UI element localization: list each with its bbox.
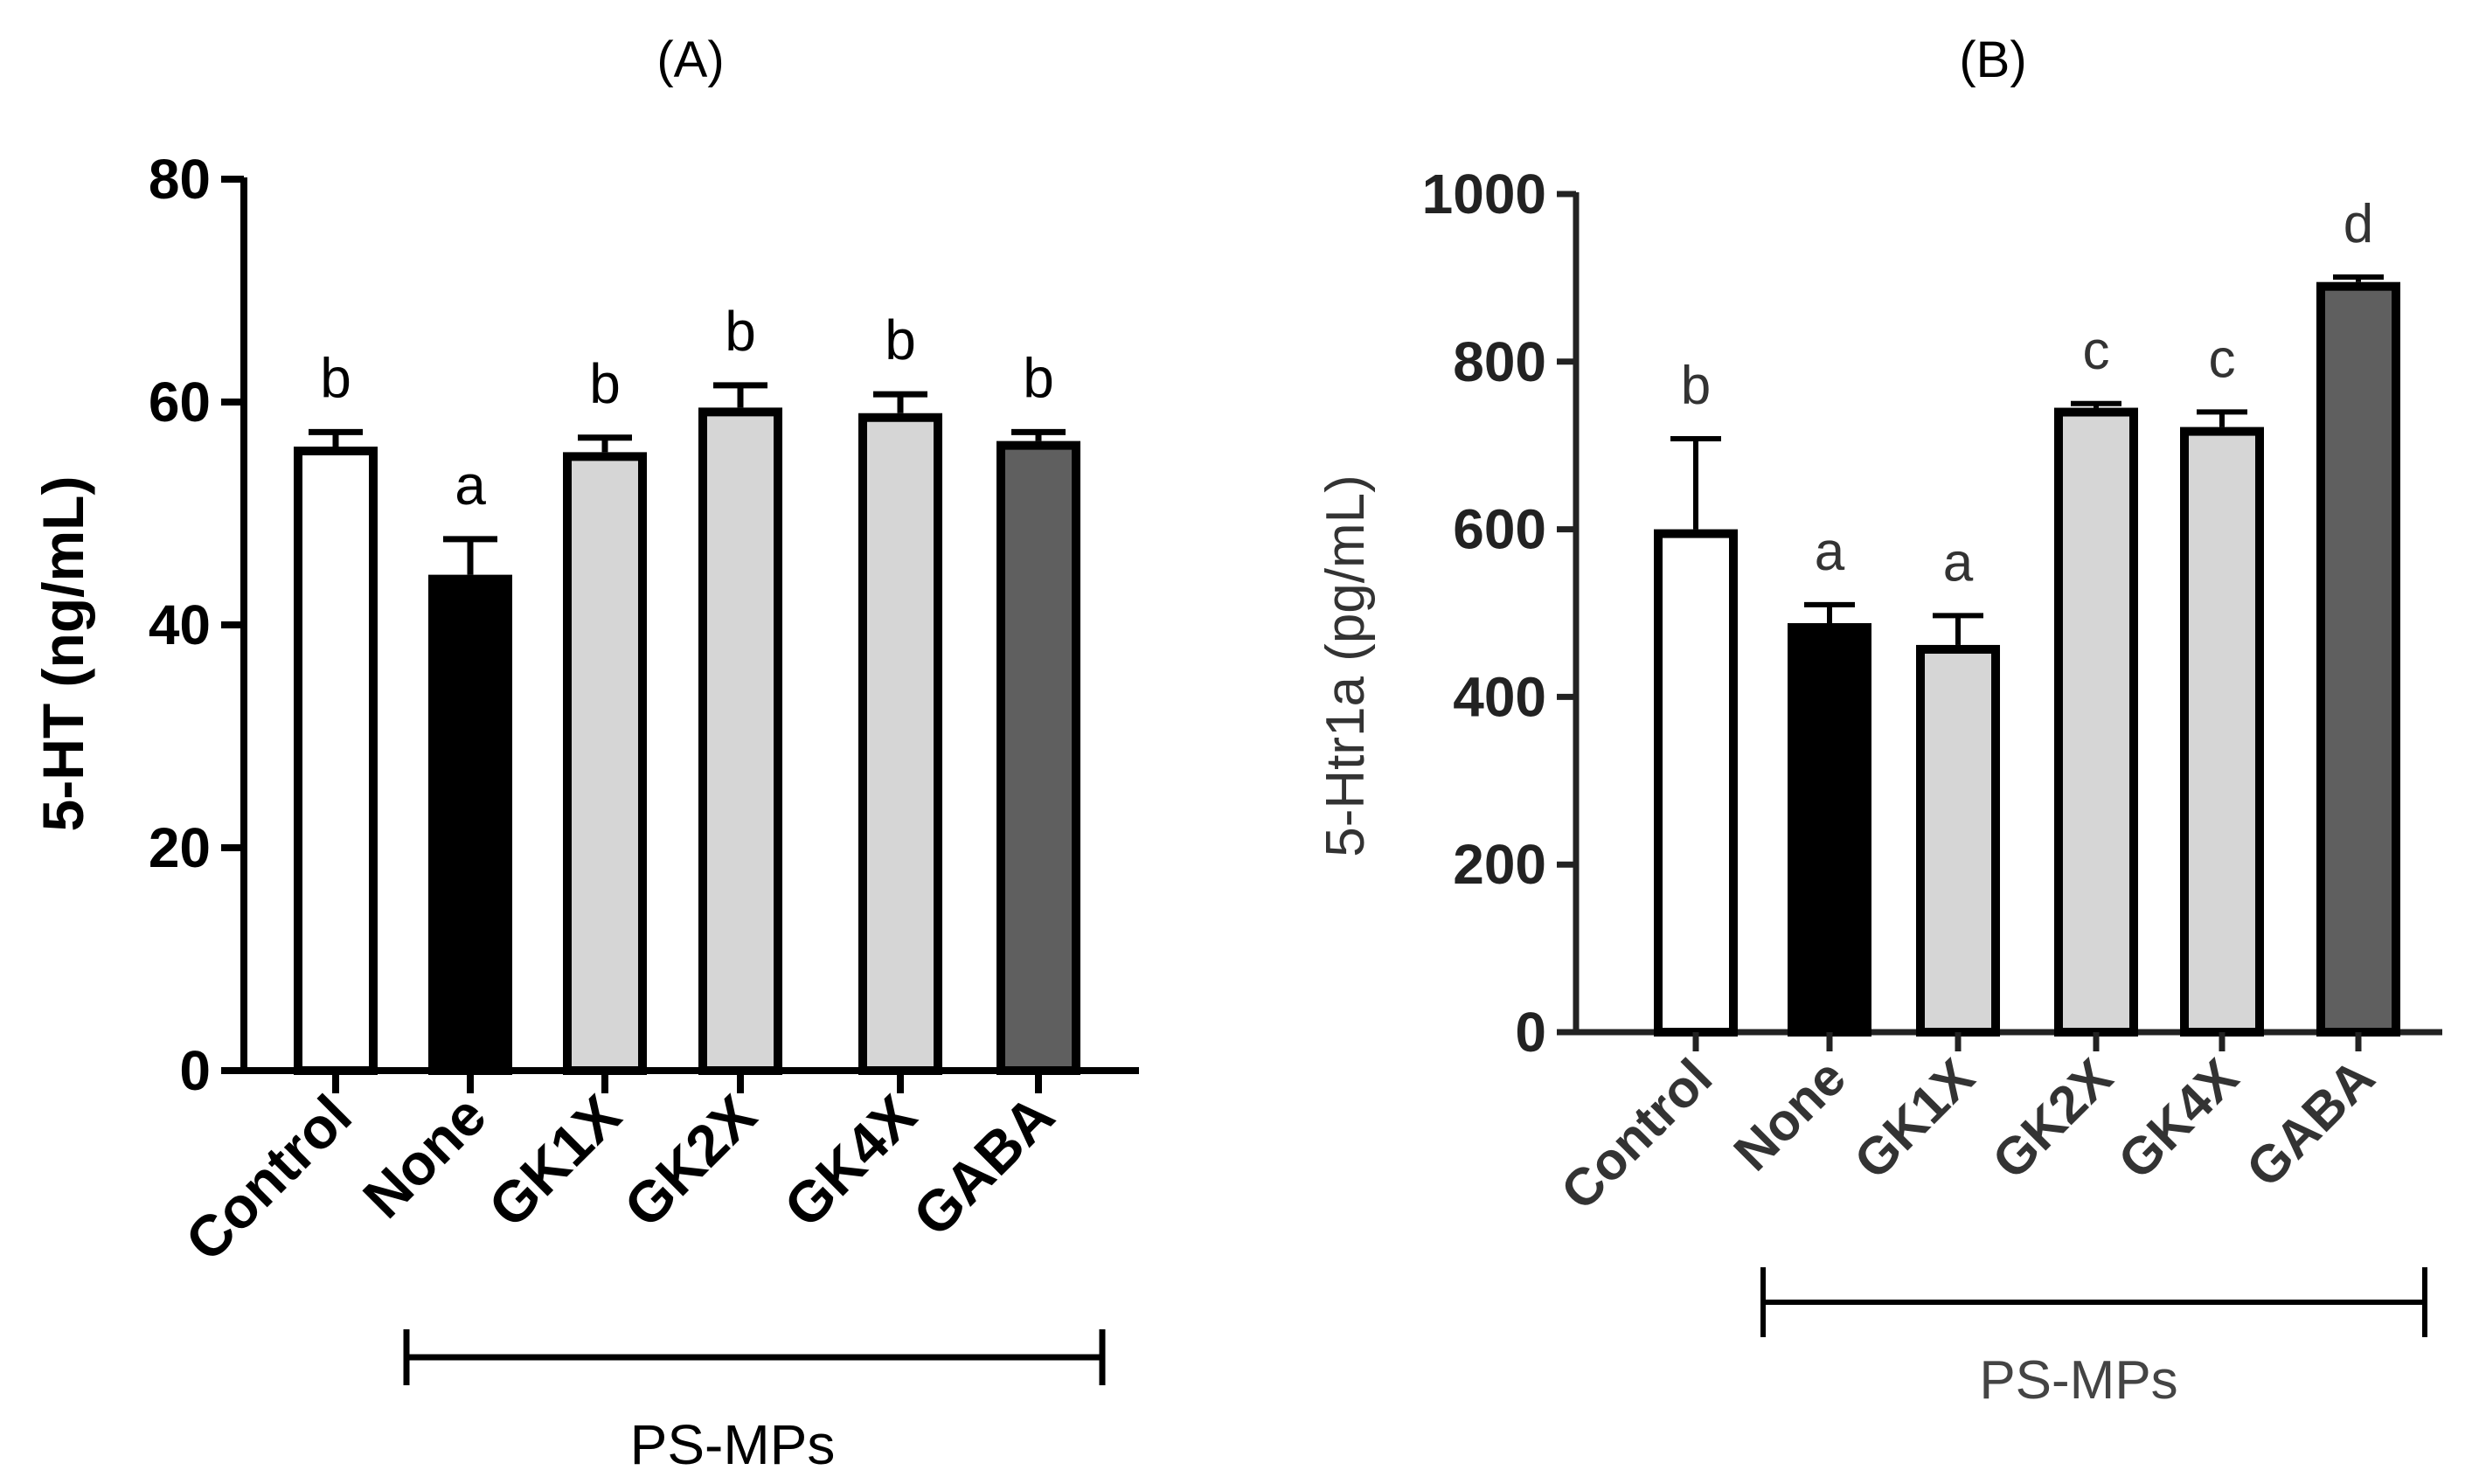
panel-a-significance-letter: b <box>589 352 621 415</box>
panel-b-category-label: GK4X <box>2107 1048 2249 1190</box>
panel-a-category-label: GK2X <box>611 1083 767 1239</box>
panel-b-significance-letter: c <box>2083 321 2110 381</box>
panel-a-significance-letter: a <box>455 454 486 517</box>
panel-a-significance-letter: b <box>1023 346 1054 409</box>
panel-a: (A) 5-HT (ng/mL) PS-MPs 0 20 40 60 80 Control… <box>31 31 1139 1476</box>
panel-b-y-tick-label: 200 <box>1453 833 1546 896</box>
panel-a-y-tick-label: 20 <box>149 816 211 879</box>
panel-a-title: (A) <box>656 31 724 88</box>
panel-b-category-label: GK2X <box>1981 1048 2123 1190</box>
panel-a-bar-gk2x <box>698 407 782 1075</box>
panel-a-category-label: GK1X <box>476 1083 632 1239</box>
panel-a-significance-letter: b <box>725 300 756 363</box>
panel-a-y-tick-label: 80 <box>149 148 211 211</box>
panel-b-category-label: GK1X <box>1843 1048 1985 1190</box>
panel-a-significance-letter: b <box>320 346 351 409</box>
panel-b-significance-letter: a <box>1815 522 1845 582</box>
panel-b-significance-letter: c <box>2209 329 2236 389</box>
panel-b-bar-gk4x <box>2180 426 2264 1037</box>
panel-a-bar-none <box>428 574 512 1075</box>
panel-b-y-tick-label: 800 <box>1453 330 1546 393</box>
panel-a-category-label: GK4X <box>771 1083 927 1239</box>
panel-b-category-label: GABA <box>2235 1048 2385 1198</box>
panel-a-category-label: None <box>351 1083 498 1231</box>
panel-a-significance-letter: b <box>885 309 916 371</box>
panel-b-y-tick-label: 400 <box>1453 665 1546 728</box>
panel-a-y-tick-label: 0 <box>179 1039 211 1102</box>
panel-a-group-label: PS-MPs <box>630 1413 836 1476</box>
panel-b-bar-control <box>1654 529 1738 1037</box>
panel-a-y-axis-label: 5-HT (ng/mL) <box>31 476 95 832</box>
panel-b-bar-gaba <box>2316 281 2400 1037</box>
panel-a-plot: 0 20 40 60 80 Control b None a GK1X b GK2X b GK4X b GAB… <box>149 148 1139 1385</box>
panel-b-title: (B) <box>1959 31 2026 88</box>
panel-b-y-tick-label: 1000 <box>1422 163 1546 225</box>
panel-a-y-tick-label: 40 <box>149 593 211 656</box>
panel-a-category-label: Control <box>173 1083 364 1273</box>
panel-b: (B) 5-Htr1a (pg/mL) PS-MPs 0 200 400 600 800… <box>1316 31 2442 1411</box>
panel-b-bar-none <box>1788 623 1871 1037</box>
panel-a-bar-control <box>294 447 378 1075</box>
panel-b-y-tick-label: 0 <box>1515 1001 1546 1064</box>
panel-b-bar-gk2x <box>2054 407 2138 1037</box>
panel-b-y-tick-label: 600 <box>1453 498 1546 561</box>
panel-b-category-label: Control <box>1550 1048 1723 1221</box>
panel-b-significance-letter: d <box>2344 194 2373 254</box>
panel-a-bar-gk4x <box>858 413 942 1075</box>
panel-b-y-axis-label: 5-Htr1a (pg/mL) <box>1316 475 1376 857</box>
panel-a-bar-gaba <box>996 440 1080 1075</box>
panel-b-significance-letter: a <box>1943 532 1974 593</box>
panel-a-bar-gk1x <box>563 452 647 1075</box>
panel-b-significance-letter: b <box>1681 356 1711 416</box>
panel-b-group-label: PS-MPs <box>1979 1350 2177 1411</box>
panel-b-category-label: None <box>1723 1048 1857 1182</box>
panel-b-plot: 0 200 400 600 800 1000 Control b None a GK1X a GK2X c… <box>1422 163 2442 1337</box>
panel-a-category-label: GABA <box>900 1083 1066 1249</box>
panel-b-bar-gk1x <box>1916 644 2000 1037</box>
panel-a-y-tick-label: 60 <box>149 371 211 433</box>
